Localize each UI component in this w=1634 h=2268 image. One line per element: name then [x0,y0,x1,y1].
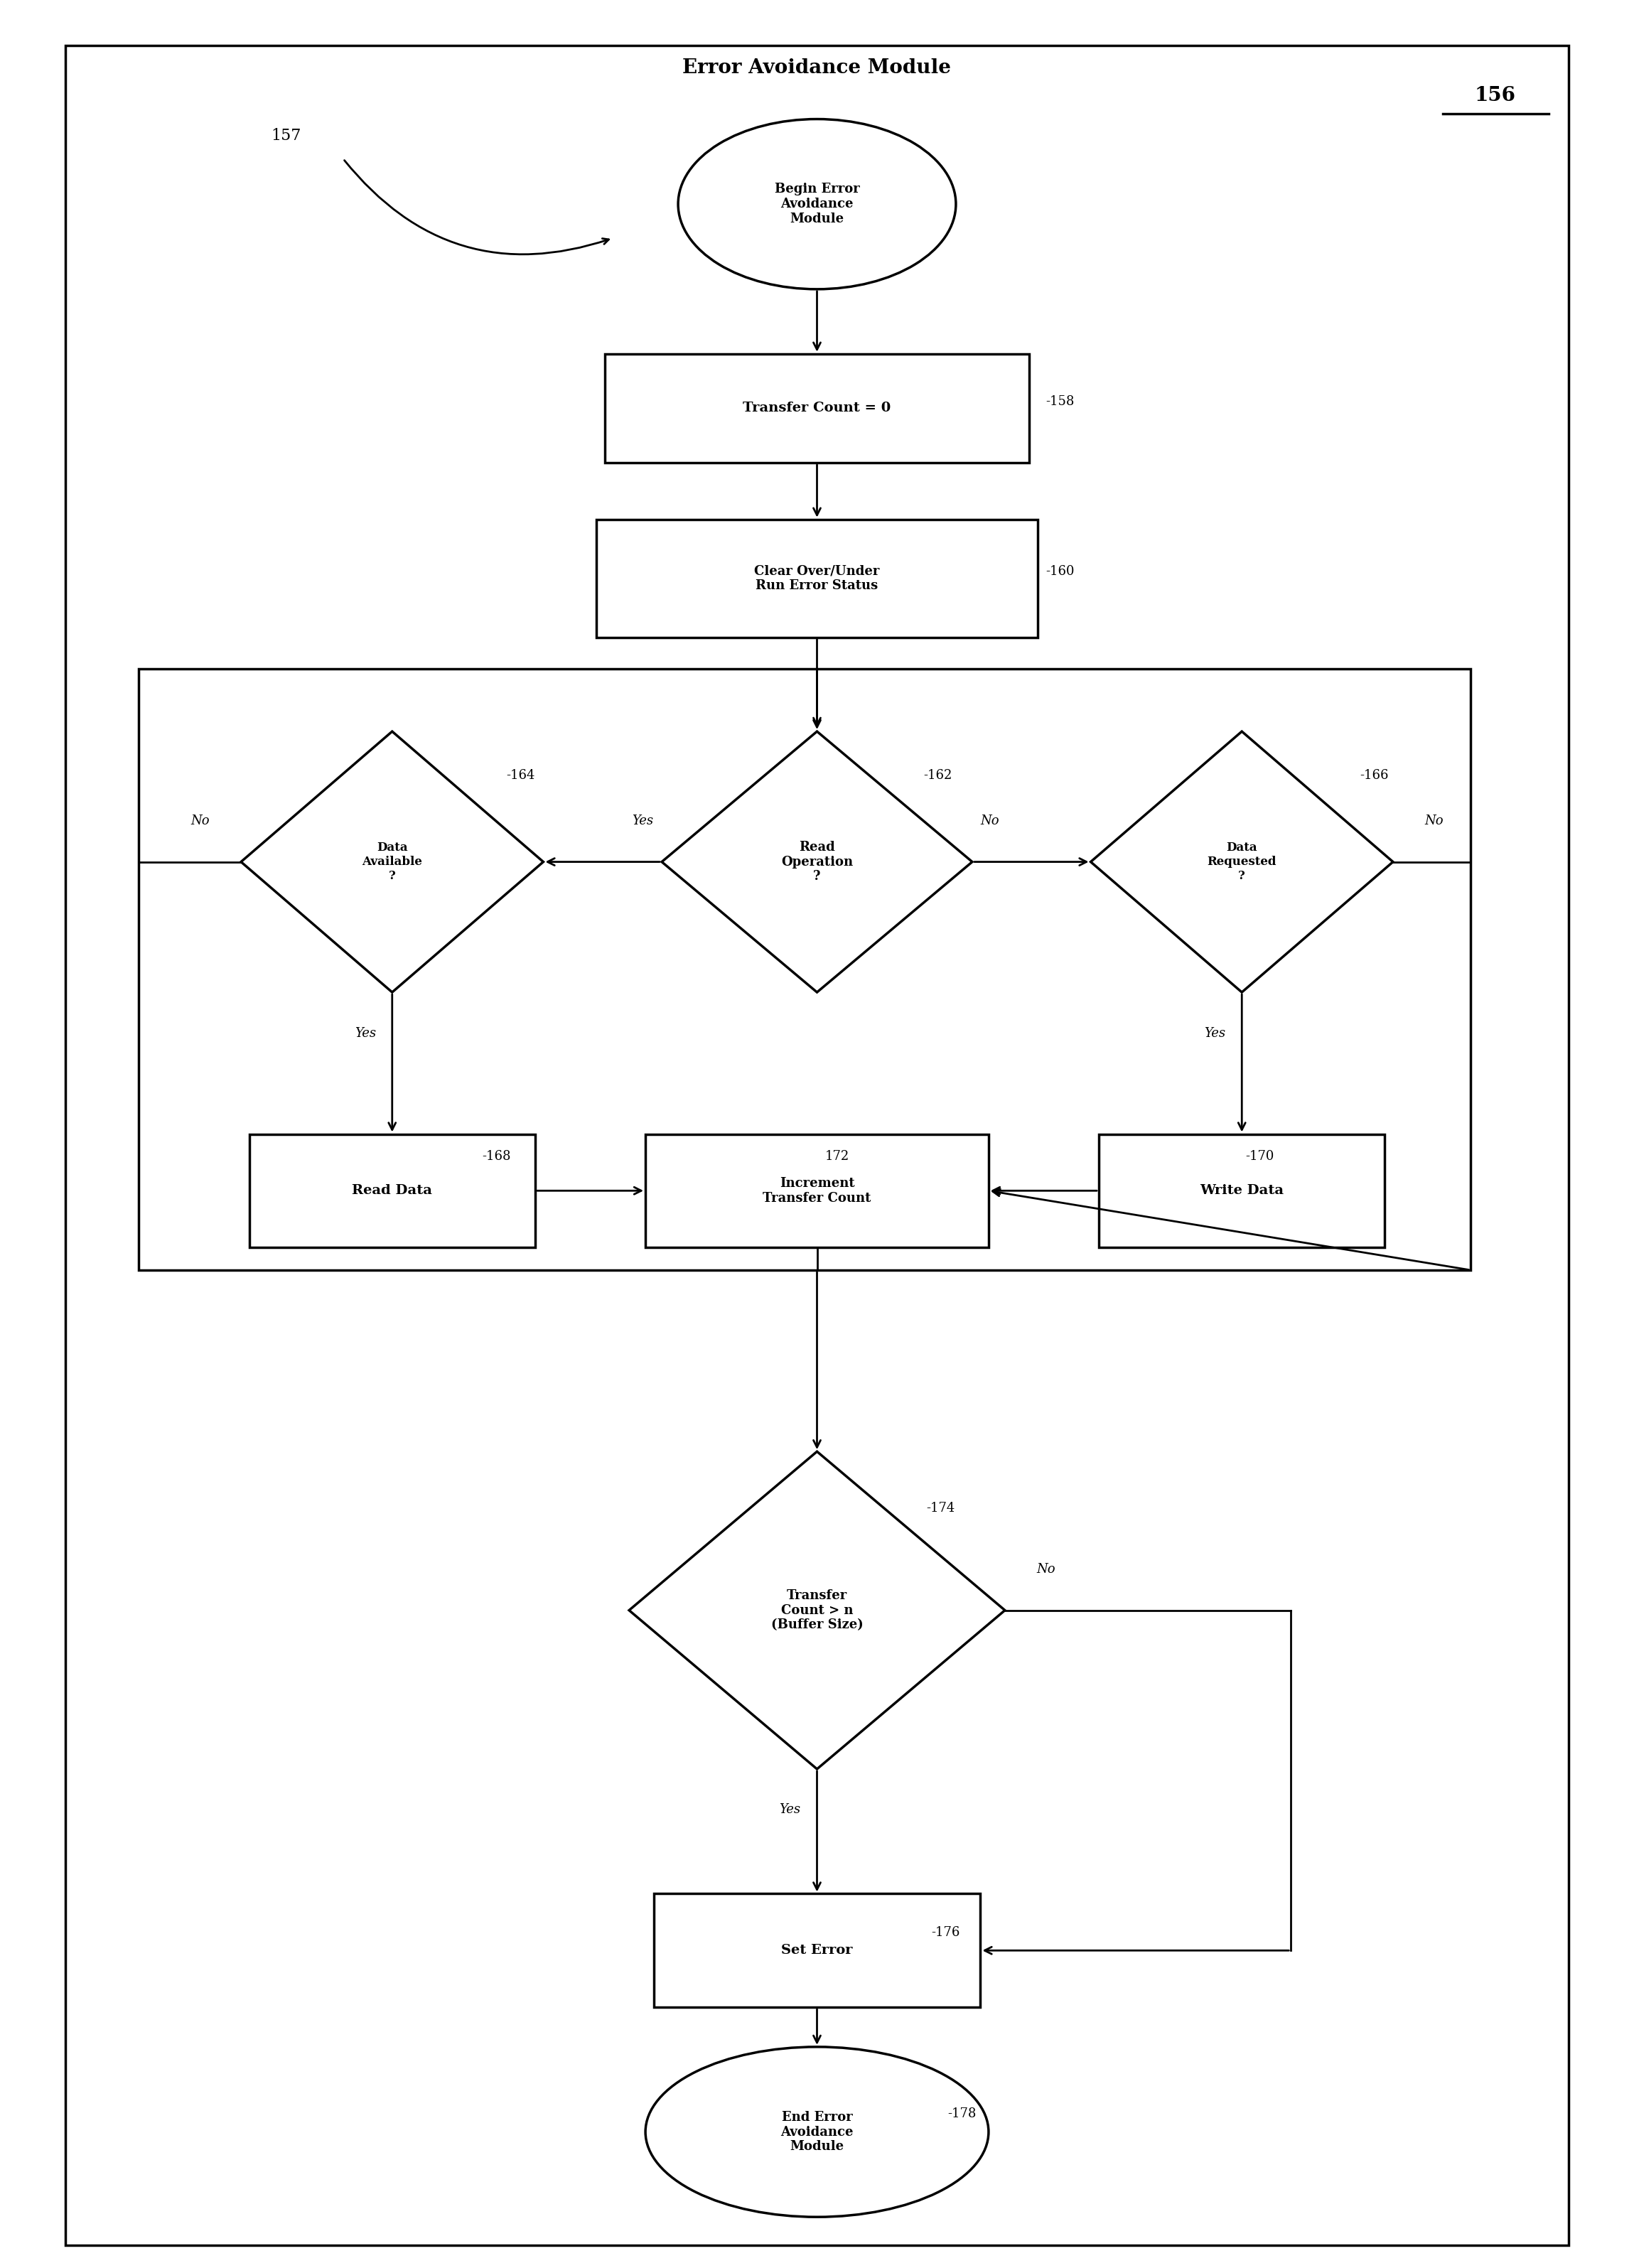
Text: Yes: Yes [779,1803,801,1817]
Text: Read
Operation
?: Read Operation ? [781,841,853,882]
Text: -160: -160 [1046,565,1075,578]
Text: Yes: Yes [1204,1027,1226,1039]
Polygon shape [242,730,542,993]
Text: 172: 172 [825,1150,850,1163]
Ellipse shape [678,120,956,290]
Text: Yes: Yes [632,814,654,828]
Text: -170: -170 [1245,1150,1275,1163]
Text: Yes: Yes [355,1027,376,1039]
FancyBboxPatch shape [645,1134,989,1247]
Text: No: No [980,814,1000,828]
Text: Begin Error
Avoidance
Module: Begin Error Avoidance Module [775,184,859,225]
Text: No: No [1036,1563,1056,1576]
Text: No: No [1425,814,1443,828]
Text: Increment
Transfer Count: Increment Transfer Count [763,1177,871,1204]
Text: -174: -174 [926,1501,956,1515]
Polygon shape [629,1452,1005,1769]
FancyBboxPatch shape [65,45,1569,2245]
Text: -158: -158 [1046,395,1075,408]
Text: Set Error: Set Error [781,1944,853,1957]
Polygon shape [662,730,972,993]
Text: End Error
Avoidance
Module: End Error Avoidance Module [781,2112,853,2152]
Text: No: No [191,814,209,828]
FancyBboxPatch shape [139,669,1471,1270]
FancyBboxPatch shape [596,519,1038,637]
Text: -178: -178 [948,2107,977,2121]
Text: Transfer
Count > n
(Buffer Size): Transfer Count > n (Buffer Size) [771,1590,863,1631]
Text: 157: 157 [271,129,301,143]
FancyBboxPatch shape [1098,1134,1384,1247]
Text: -162: -162 [923,769,953,782]
Text: Transfer Count = 0: Transfer Count = 0 [743,401,891,415]
FancyBboxPatch shape [605,354,1029,463]
Text: Data
Requested
?: Data Requested ? [1208,841,1276,882]
Ellipse shape [645,2048,989,2218]
Text: Write Data: Write Data [1199,1184,1284,1198]
Text: -166: -166 [1359,769,1389,782]
Text: Data
Available
?: Data Available ? [363,841,422,882]
Text: -168: -168 [482,1150,511,1163]
Text: -164: -164 [507,769,536,782]
Text: Clear Over/Under
Run Error Status: Clear Over/Under Run Error Status [755,565,879,592]
Text: Error Avoidance Module: Error Avoidance Module [683,59,951,77]
FancyBboxPatch shape [654,1894,980,2007]
Text: -176: -176 [931,1926,961,1939]
Text: 156: 156 [1474,86,1516,104]
FancyBboxPatch shape [248,1134,536,1247]
Polygon shape [1092,730,1392,993]
Text: Read Data: Read Data [351,1184,433,1198]
